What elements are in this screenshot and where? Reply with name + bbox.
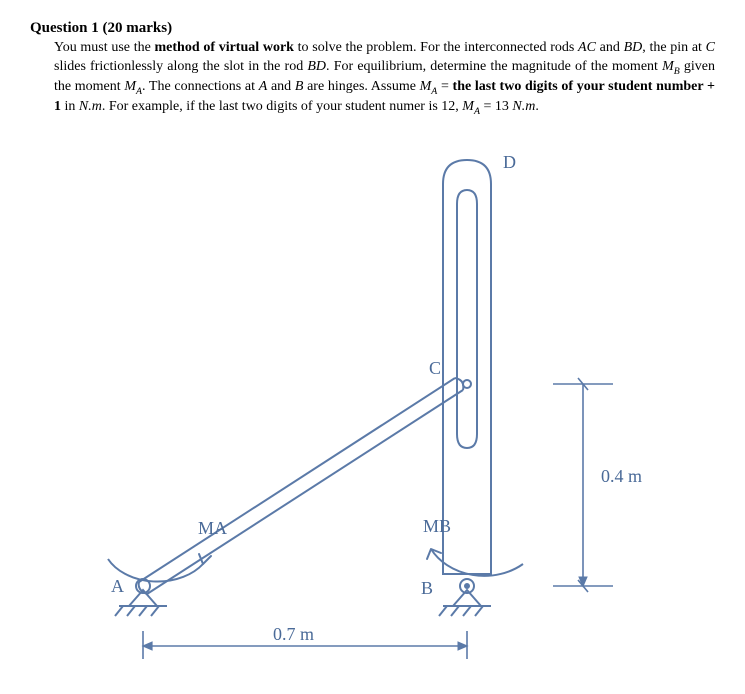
text-italic: MA [420,79,438,94]
label-d: D [503,152,516,172]
pin-c [463,380,471,388]
label-dim-h: 0.7 m [273,624,314,644]
label-a: A [111,576,124,596]
diagram-container: A B C D MA MB 0.7 m 0.4 m [30,134,715,674]
text: You must use the [54,40,155,55]
rod-ac [138,378,463,594]
text-italic: MB [662,59,680,74]
text: to solve the problem. For the interconne… [294,40,578,55]
text-italic: N.m [512,99,535,114]
text: slides frictionlessly along the slot in … [54,59,307,74]
text-italic: AC [578,40,596,55]
label-group: A B C D MA MB 0.7 m 0.4 m [111,152,642,644]
text: = 13 [480,99,512,114]
text: in [61,99,79,114]
text-italic: N.m [79,99,102,114]
question-title: Question 1 (20 marks) [30,20,715,37]
text: . The connections at [142,79,259,94]
question-body: You must use the method of virtual work … [54,39,715,118]
text: . For equilibrium, determine the magnitu… [326,59,662,74]
text-italic: MA [124,79,142,94]
text-bold: method of virtual work [155,40,294,55]
text-italic: C [706,40,715,55]
text: and [596,40,624,55]
label-dim-v: 0.4 m [601,466,642,486]
text: and [267,79,295,94]
text: , the pin at [642,40,705,55]
text-italic: BD [624,40,643,55]
mechanism-diagram: A B C D MA MB 0.7 m 0.4 m [53,134,693,674]
label-ma: MA [198,518,227,538]
text-italic: A [259,79,268,94]
rod-bd [443,160,491,574]
label-mb: MB [423,516,451,536]
label-b: B [421,578,433,598]
text: = [437,79,452,94]
text: . For example, if the last two digits of… [102,99,462,114]
moment-mb-arc [427,549,523,576]
text: . [535,99,539,114]
text: are hinges. Assume [303,79,419,94]
text-italic: MA [462,99,480,114]
hinge-b [439,579,491,616]
label-c: C [429,358,441,378]
text-italic: BD [307,59,326,74]
